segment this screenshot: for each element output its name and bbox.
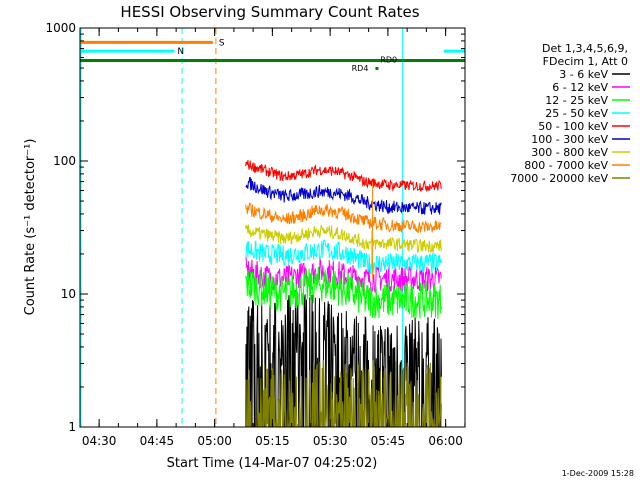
x-tick-label: 05:30	[313, 434, 348, 448]
series-6	[245, 224, 442, 254]
legend-entry-label: 3 - 6 keV	[559, 68, 608, 81]
x-tick-label: 05:00	[197, 434, 232, 448]
legend: Det 1,3,4,5,6,9,FDecim 1, Att 03 - 6 keV…	[510, 42, 630, 185]
rd4-marker	[375, 67, 379, 71]
legend-entry-label: 300 - 800 keV	[531, 146, 608, 159]
series-1	[245, 257, 442, 294]
state-label-n: N	[177, 47, 184, 57]
series-line	[245, 239, 442, 275]
legend-entry-label: 6 - 12 keV	[552, 81, 608, 94]
chart-title: HESSI Observing Summary Count Rates	[120, 3, 419, 21]
footer-date: 1-Dec-2009 15:28	[562, 469, 634, 478]
series-line	[245, 257, 442, 294]
series-5	[245, 176, 442, 215]
series-line	[245, 176, 442, 215]
y-axis-label: Count Rate (s⁻¹ detector⁻¹)	[23, 139, 38, 316]
y-tick-label: 1000	[45, 21, 76, 35]
series-line	[245, 201, 442, 234]
legend-entry-label: 50 - 100 keV	[538, 120, 608, 133]
x-tick-label: 06:00	[428, 434, 463, 448]
legend-entry-label: 12 - 25 keV	[545, 94, 608, 107]
series-4	[245, 160, 442, 193]
series-2	[245, 266, 442, 319]
x-axis-label: Start Time (14-Mar-07 04:25:02)	[167, 456, 378, 471]
legend-header: FDecim 1, Att 0	[543, 55, 628, 68]
series-line	[245, 224, 442, 254]
state-label-s: S	[219, 38, 225, 48]
axes-layer: 1 10 100 1000 04:30 04:45 05:00 05:15 05:30 05:45…	[45, 21, 466, 448]
y-tick-label: 10	[61, 287, 76, 301]
series-line	[245, 160, 442, 193]
legend-entry-label: 7000 - 20000 keV	[510, 172, 608, 185]
legend-entry-label: 25 - 50 keV	[545, 107, 608, 120]
y-tick-label: 1	[68, 420, 76, 434]
state-label-rd0: RD0	[380, 55, 397, 64]
legend-entry-label: 100 - 300 keV	[531, 133, 608, 146]
legend-header: Det 1,3,4,5,6,9,	[542, 42, 628, 55]
series-line	[245, 266, 442, 319]
series-3	[245, 239, 442, 275]
series-7	[245, 201, 442, 234]
legend-entry-label: 800 - 7000 keV	[524, 159, 608, 172]
x-tick-label: 04:30	[82, 434, 117, 448]
x-tick-label: 05:15	[255, 434, 290, 448]
y-tick-label: 100	[53, 154, 76, 168]
x-tick-label: 04:45	[140, 434, 175, 448]
state-label-rd4: RD4	[352, 64, 369, 73]
x-tick-label: 05:45	[371, 434, 406, 448]
